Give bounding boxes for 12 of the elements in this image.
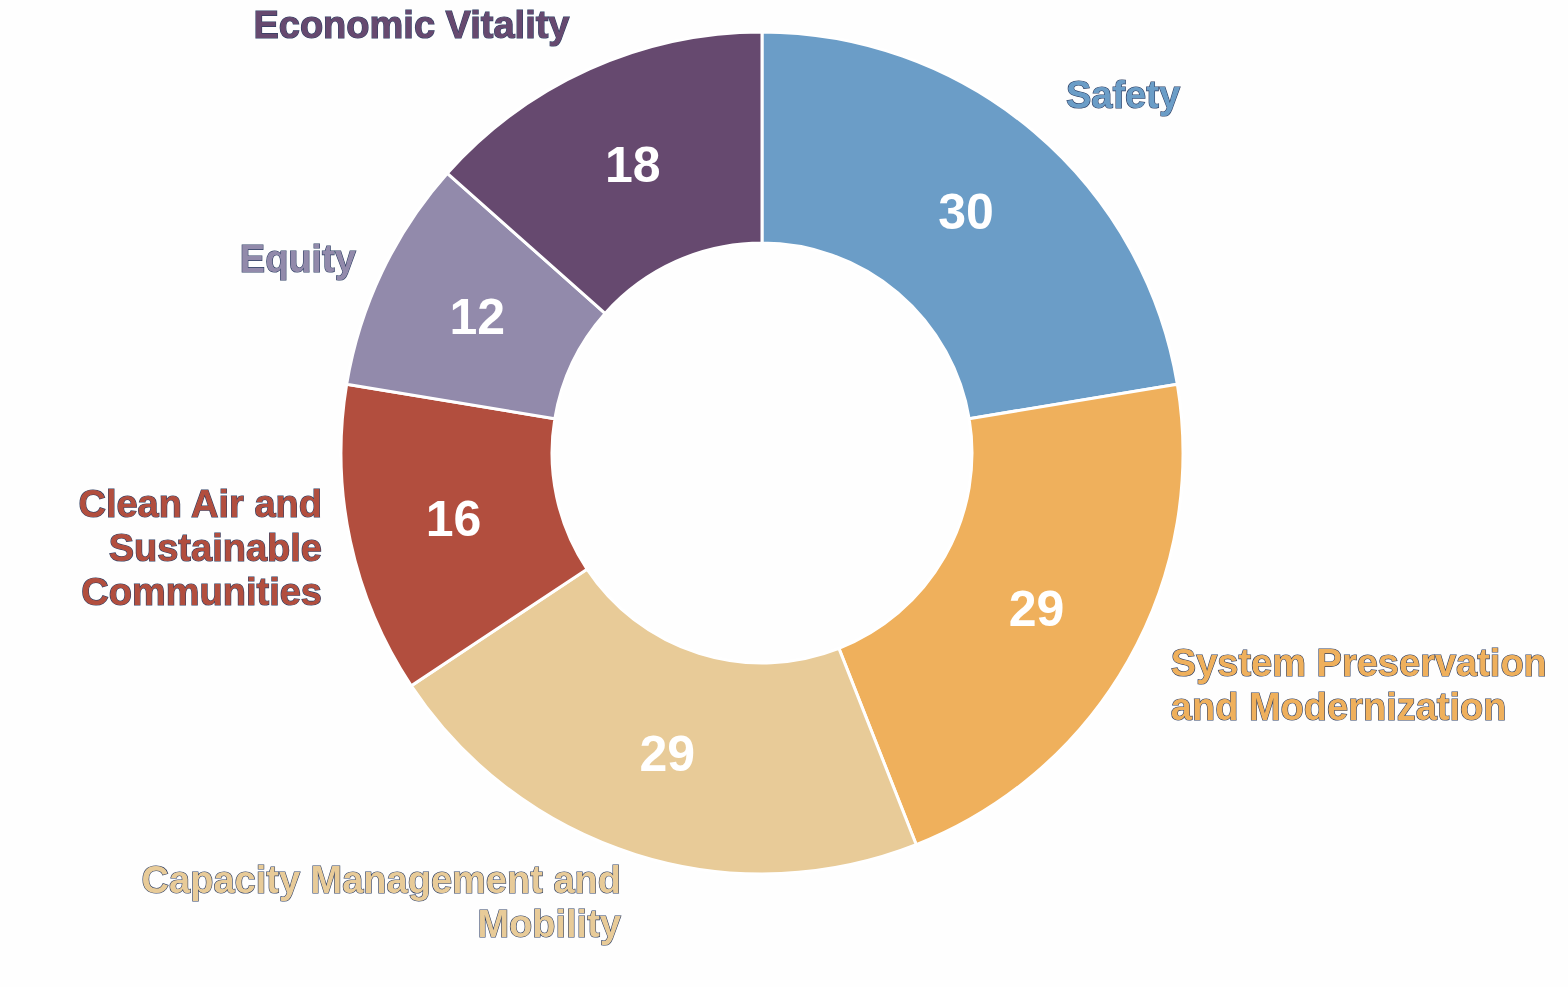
slice-label: Clean Air and Sustainable Communities: [78, 482, 322, 613]
data-label: 29: [639, 725, 696, 782]
slice-label: Equity: [239, 238, 356, 281]
slice-label: System Preservation and Modernization: [1170, 642, 1547, 729]
data-label: 16: [425, 491, 482, 548]
slice-label: Economic Vitality: [253, 3, 570, 46]
data-label: 29: [1008, 580, 1065, 637]
data-label: 18: [604, 137, 661, 194]
slice-label: Safety: [1065, 73, 1181, 116]
data-label: 30: [938, 184, 994, 241]
data-label: 12: [449, 289, 506, 346]
slice-label: Capacity Management and Mobility: [141, 858, 621, 945]
